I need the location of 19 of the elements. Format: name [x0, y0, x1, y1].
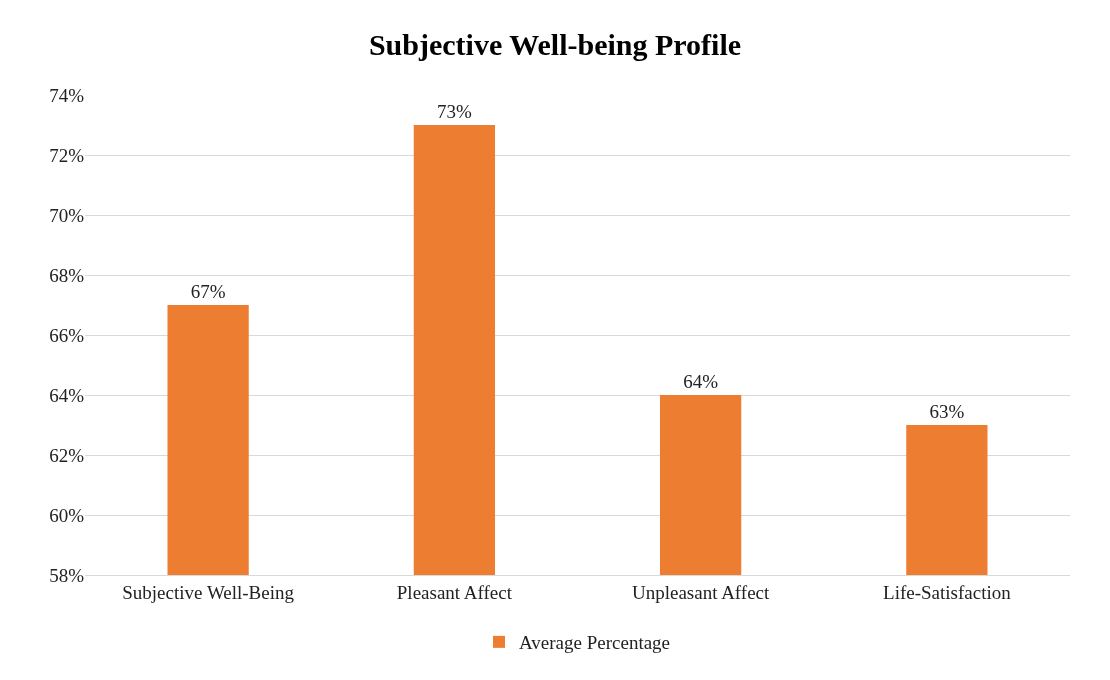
data-label: 64% — [683, 371, 719, 392]
x-tick-label: Pleasant Affect — [396, 581, 513, 603]
x-tick-label: Life-Satisfaction — [883, 581, 1012, 603]
x-tick-label: Subjective Well-Being — [122, 581, 295, 603]
y-tick-label: 64% — [49, 384, 85, 406]
data-label: 67% — [190, 281, 226, 302]
y-tick-label: 74% — [49, 84, 85, 106]
y-tick-label: 58% — [49, 564, 85, 586]
data-label: 63% — [929, 401, 965, 422]
y-tick-label: 60% — [49, 504, 85, 526]
y-tick-label: 72% — [49, 144, 85, 166]
data-label: 73% — [436, 101, 472, 122]
x-tick-label: Unpleasant Affect — [631, 581, 771, 603]
y-tick-label: 62% — [49, 444, 85, 466]
chart-title: Subjective Well-being Profile — [368, 28, 742, 61]
y-tick-label: 68% — [49, 264, 85, 286]
legend-label: Average Percentage — [519, 632, 671, 654]
y-tick-label: 70% — [49, 204, 85, 226]
y-tick-label: 66% — [49, 324, 85, 346]
